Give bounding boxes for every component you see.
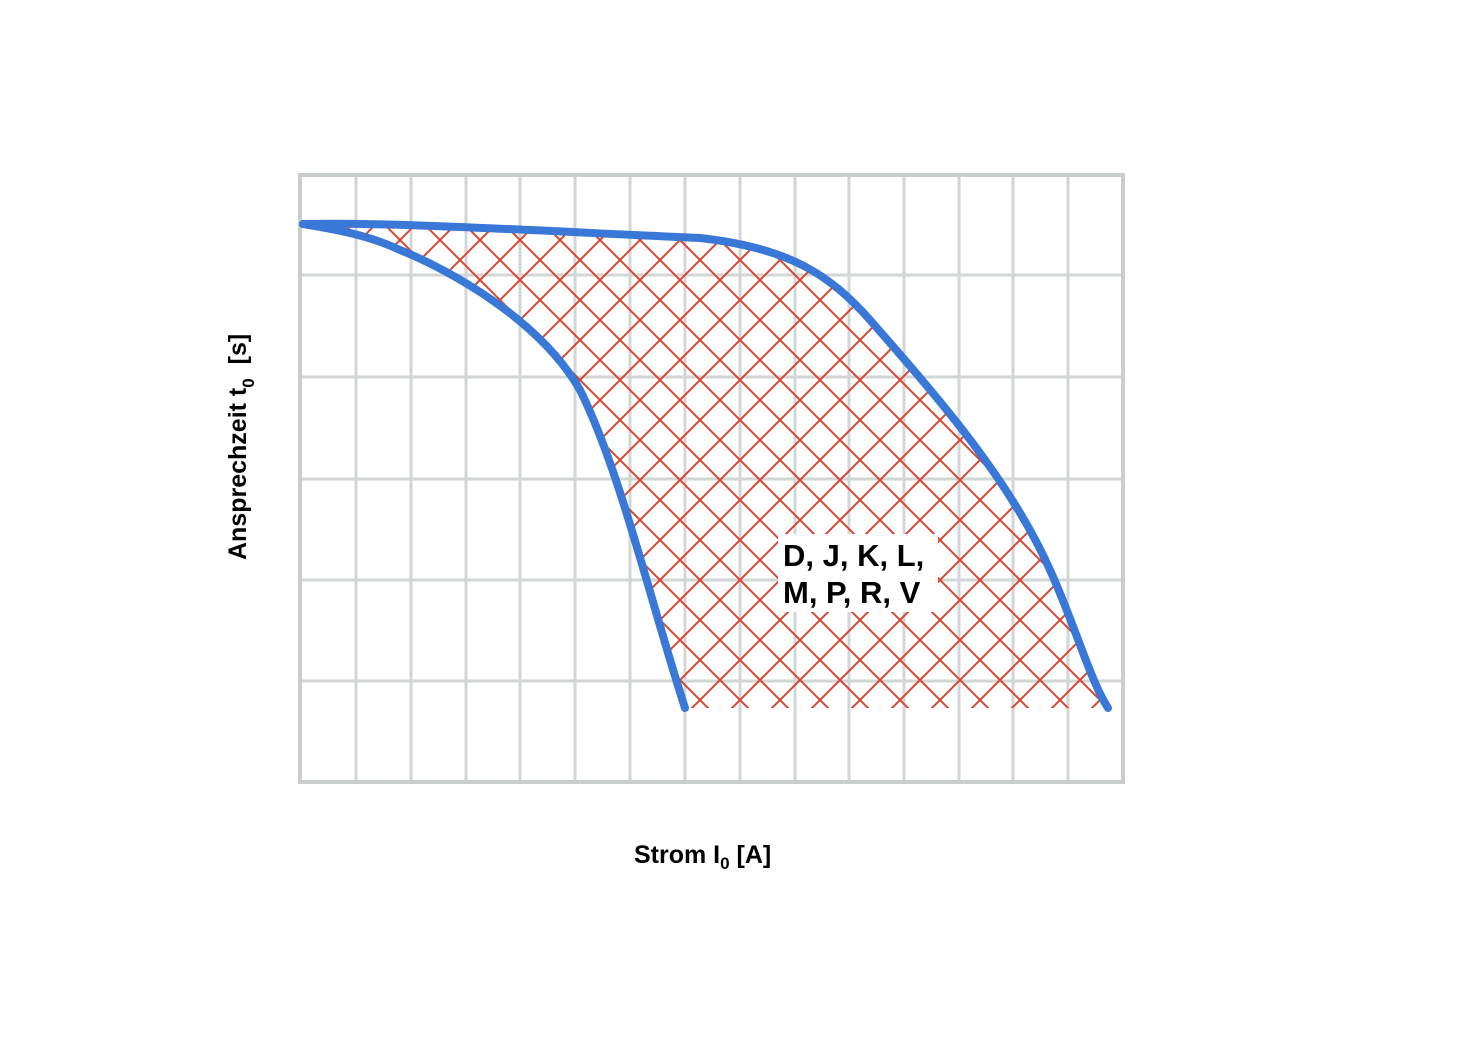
curve-lower: [299, 220, 689, 712]
y-axis-label-main: Ansprechzeit t: [224, 387, 252, 560]
y-axis-label: Ansprechzeit t0 [s]: [224, 334, 258, 560]
x-axis-label: Strom I0 [A]: [634, 841, 771, 873]
x-axis-label-unit: [A]: [730, 841, 772, 869]
y-axis-label-unit: [s]: [224, 334, 252, 378]
region-label-line-1: D, J, K, L,: [783, 538, 924, 573]
y-axis-label-subscript: 0: [239, 378, 258, 387]
curve-upper: [299, 219, 1112, 712]
region-label-line-2: M, P, R, V: [783, 575, 921, 610]
x-axis-label-subscript: 0: [720, 854, 729, 873]
x-axis-label-main: Strom I: [634, 841, 720, 869]
plot-frame: [298, 173, 1125, 784]
region-label-background: [778, 534, 938, 612]
